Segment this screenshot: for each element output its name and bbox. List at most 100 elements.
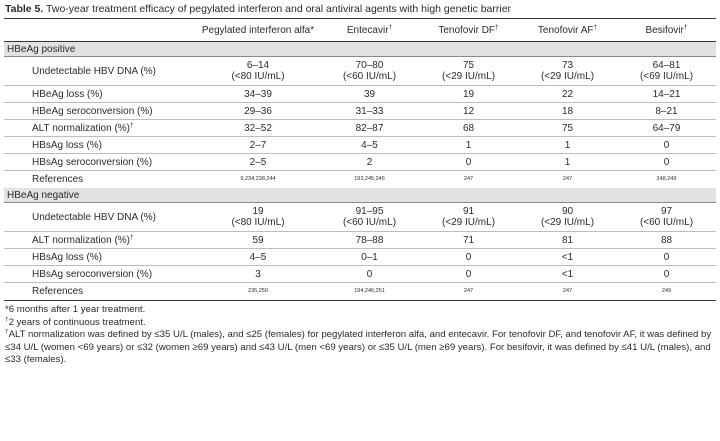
cell-line: 19 <box>252 206 264 217</box>
row-label: HBsAg seroconversion (%) <box>4 153 196 171</box>
cell-line: 14–21 <box>652 88 681 100</box>
value-cell: 0–1 <box>320 248 419 266</box>
cell-line: 34–39 <box>244 88 272 100</box>
value-cell: 75 <box>518 119 617 137</box>
cell-line: 91 <box>462 206 475 217</box>
row-label-text: References <box>32 174 84 185</box>
cell-line: (<60 IU/mL) <box>342 217 397 228</box>
cell-line: 2–5 <box>249 156 267 168</box>
cell-line: 4–5 <box>249 251 267 263</box>
cell-line: 0 <box>465 268 472 280</box>
footnote-mark: † <box>5 329 9 335</box>
value-cell: 59 <box>196 231 320 249</box>
cell-line: 1 <box>564 139 571 151</box>
cell-line: 22 <box>561 88 574 100</box>
cell-line: 0 <box>663 268 670 280</box>
footnote-text: ≤34 U/L (women <69 years) or ≤32 (women … <box>5 341 711 353</box>
reference-cell: 194,246,251 <box>320 283 419 301</box>
footnotes: *6 months after 1 year treatment. †2 year… <box>4 301 716 367</box>
table-row: HBeAg loss (%) 34–39 39 19 22 14–21 <box>4 85 716 103</box>
cell-line: 29–36 <box>244 105 272 117</box>
value-cell: 91 (<29 IU/mL) <box>419 202 518 232</box>
row-label: ALT normalization (%)† <box>4 231 196 249</box>
cell-line: 64–81 <box>652 60 681 71</box>
reference-cell: 193,245,246 <box>320 171 419 189</box>
cell-line: 75 <box>462 60 475 71</box>
reference-cell: 247 <box>518 171 617 189</box>
cell-line: 88 <box>660 234 673 246</box>
value-cell: 29–36 <box>196 102 320 120</box>
value-cell: 75 (<29 IU/mL) <box>419 56 518 86</box>
value-cell: 2–5 <box>196 153 320 171</box>
column-header-mark: † <box>495 23 499 31</box>
value-cell: 3 <box>196 265 320 283</box>
cell-line: 2 <box>366 156 373 168</box>
row-label: HBsAg seroconversion (%) <box>4 265 196 283</box>
row-label: Undetectable HBV DNA (%) <box>4 56 196 86</box>
reference-cell: 247 <box>419 283 518 301</box>
footnote-text: *6 months after 1 year treatment. <box>5 304 146 315</box>
row-label-text: HBsAg loss (%) <box>32 139 103 151</box>
row-label: References <box>4 171 196 189</box>
value-cell: 0 <box>419 248 518 266</box>
header-empty <box>4 18 196 42</box>
cell-line: 1 <box>465 139 472 151</box>
value-cell: 64–81 (<69 IU/mL) <box>617 56 716 86</box>
section-title: HBeAg positive <box>4 41 716 57</box>
row-label-text: Undetectable HBV DNA (%) <box>32 211 156 223</box>
cell-line: 0 <box>663 251 670 263</box>
value-cell: 6–14 (<80 IU/mL) <box>196 56 320 86</box>
reference-cell: 247 <box>419 171 518 189</box>
value-cell: 78–88 <box>320 231 419 249</box>
table-row: HBsAg loss (%) 2–7 4–5 1 1 0 <box>4 136 716 154</box>
value-cell: 70–80 (<60 IU/mL) <box>320 56 419 86</box>
reference-cell: 248,249 <box>617 171 716 189</box>
value-cell: 81 <box>518 231 617 249</box>
value-cell: 2 <box>320 153 419 171</box>
cell-line: 31–33 <box>355 105 384 117</box>
cell-line: (<80 IU/mL) <box>231 217 285 228</box>
value-cell: 2–7 <box>196 136 320 154</box>
value-cell: 14–21 <box>617 85 716 103</box>
cell-line: 68 <box>462 122 475 134</box>
value-cell: 0 <box>419 153 518 171</box>
row-label-mark: † <box>130 121 134 129</box>
table-row: ALT normalization (%)† 32–52 82–87 68 75 64–7… <box>4 119 716 137</box>
cell-line: 75 <box>561 122 574 134</box>
section-row: HBeAg negative <box>4 188 716 203</box>
value-cell: 0 <box>617 136 716 154</box>
cell-line: 194,246,251 <box>354 288 385 294</box>
column-header: Entecavir† <box>320 18 419 42</box>
cell-line: 4–5 <box>361 139 378 151</box>
row-label: Undetectable HBV DNA (%) <box>4 202 196 232</box>
cell-line: 73 <box>561 60 574 71</box>
cell-line: 82–87 <box>355 122 384 134</box>
table-row: HBeAg seroconversion (%) 29–36 31–33 12 18 8–… <box>4 102 716 120</box>
reference-cell: 235,250 <box>196 283 320 301</box>
column-header-label: Tenofovir AF <box>537 24 594 36</box>
cell-line: 12 <box>462 105 475 117</box>
row-label-text: Undetectable HBV DNA (%) <box>32 65 156 77</box>
value-cell: 88 <box>617 231 716 249</box>
cell-line: (<60 IU/mL) <box>639 217 694 228</box>
value-cell: 4–5 <box>196 248 320 266</box>
footnote-line: *6 months after 1 year treatment. <box>5 304 716 317</box>
cell-line: 3 <box>255 268 261 280</box>
row-label-text: HBeAg seroconversion (%) <box>32 105 153 117</box>
table-row: HBsAg seroconversion (%) 2–5 2 0 1 0 <box>4 153 716 171</box>
cell-line: 0 <box>465 251 472 263</box>
row-label-text: HBsAg seroconversion (%) <box>32 268 153 280</box>
value-cell: 1 <box>419 136 518 154</box>
cell-line: 2–7 <box>249 139 267 151</box>
cell-line: 18 <box>561 105 574 117</box>
value-cell: 39 <box>320 85 419 103</box>
row-label: References <box>4 283 196 301</box>
value-cell: 22 <box>518 85 617 103</box>
cell-line: 97 <box>660 206 673 217</box>
value-cell: 91–95 (<60 IU/mL) <box>320 202 419 232</box>
cell-line: 193,245,246 <box>354 176 385 182</box>
value-cell: 0 <box>617 265 716 283</box>
value-cell: 18 <box>518 102 617 120</box>
cell-line: (<80 IU/mL) <box>231 71 285 82</box>
cell-line: 91–95 <box>355 206 384 217</box>
